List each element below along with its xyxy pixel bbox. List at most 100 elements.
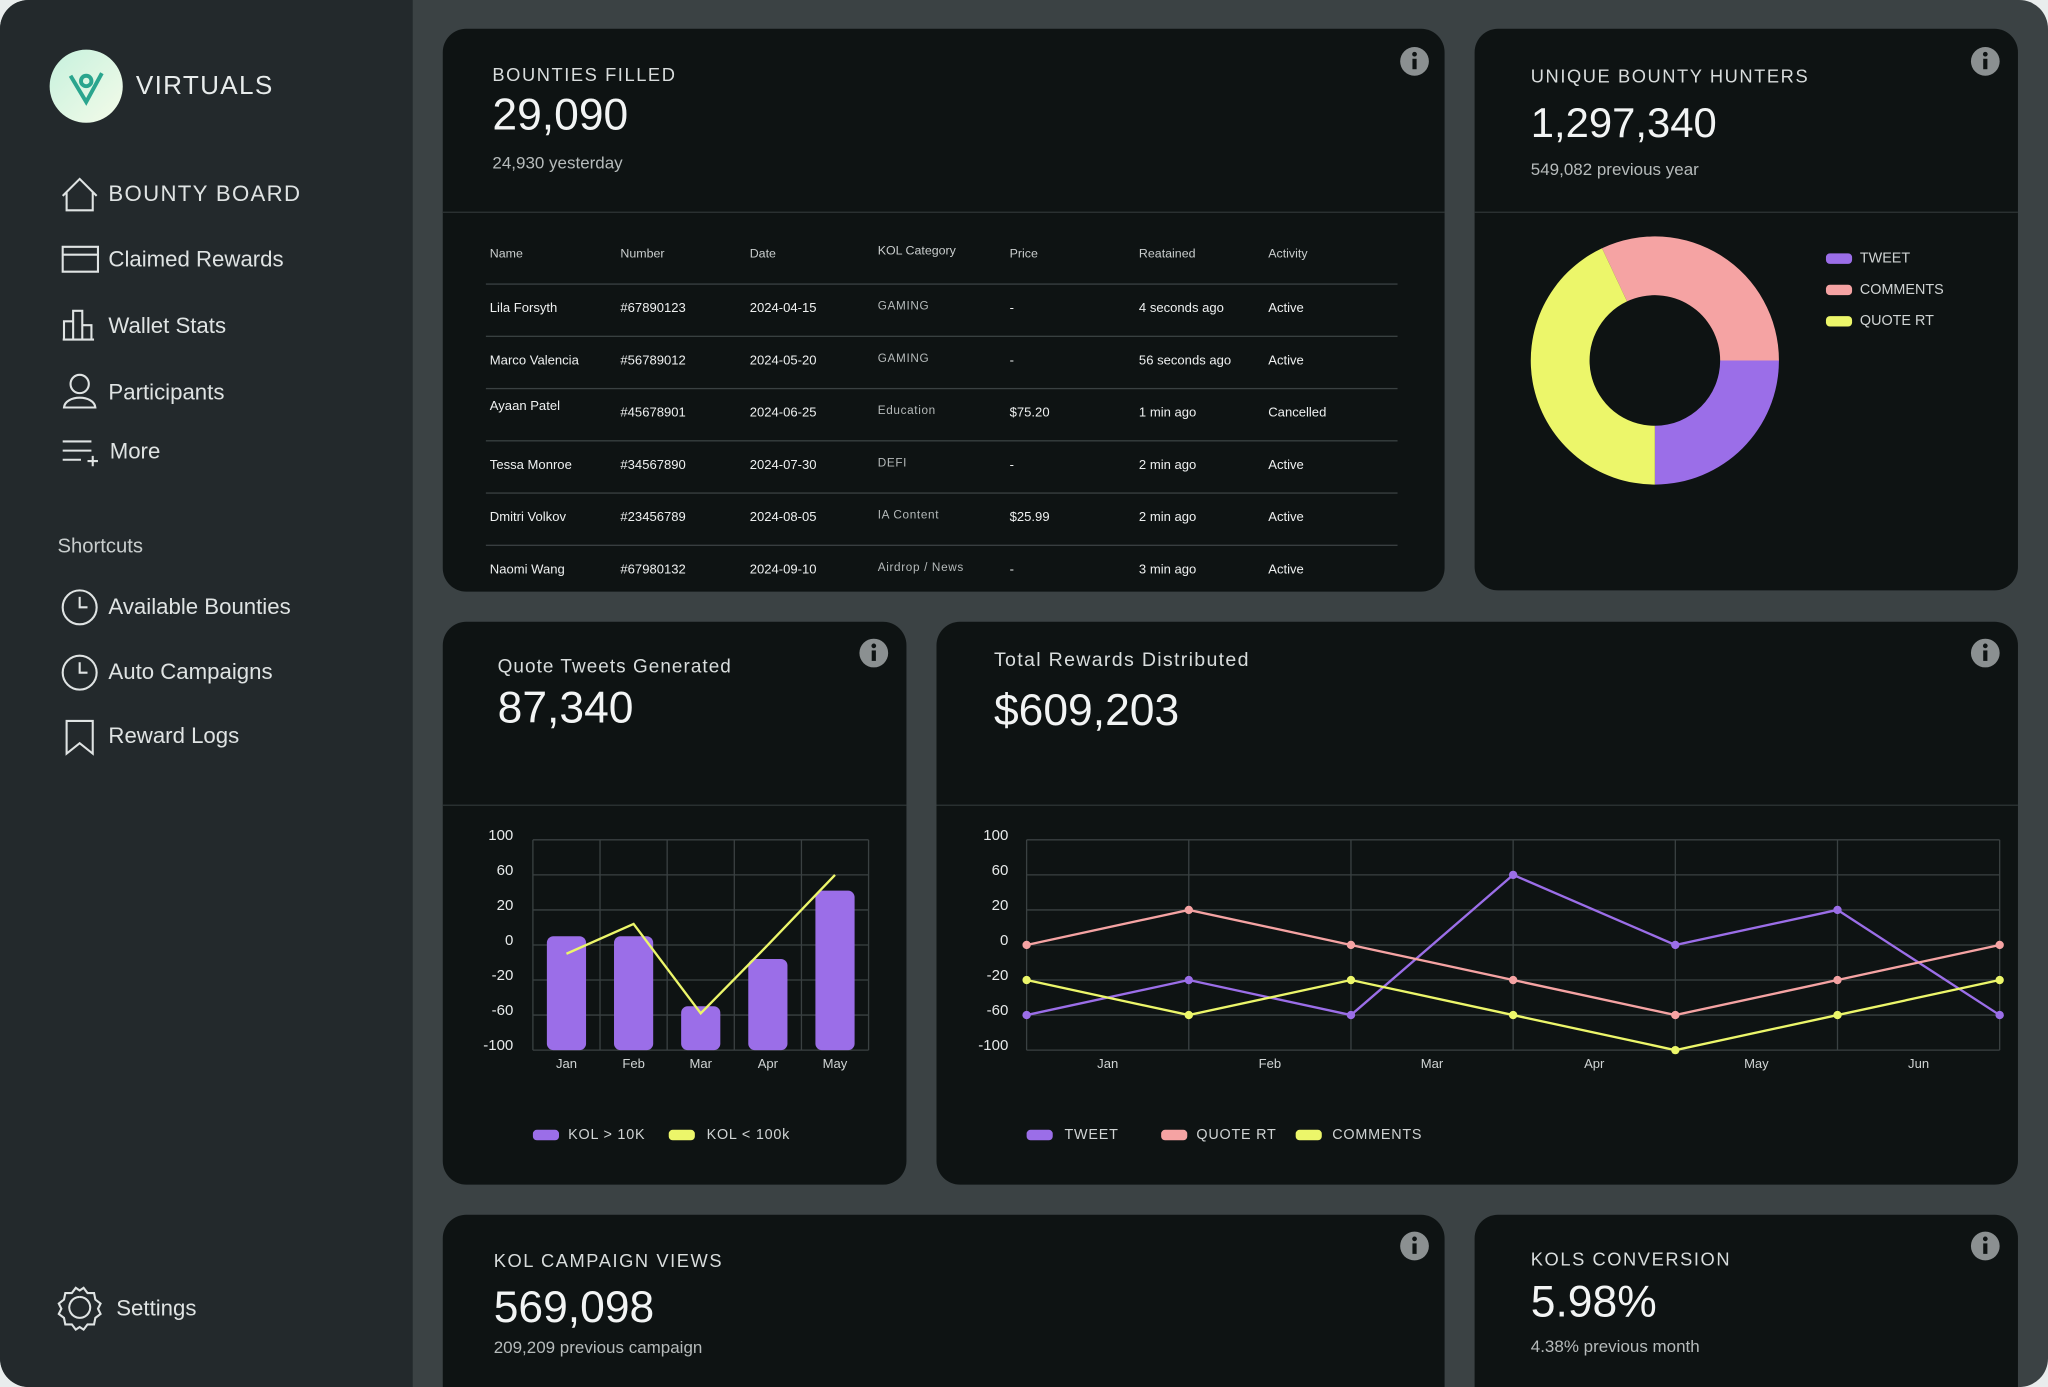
table-cell: 2 min ago xyxy=(1138,458,1197,473)
card xyxy=(1474,1214,2018,1387)
card-icon xyxy=(61,245,100,273)
row-divider xyxy=(485,492,1398,494)
card-sub: 24,930 yesterday xyxy=(492,152,623,173)
card-title: BOUNTIES FILLED xyxy=(492,63,677,85)
y-tick-label: -100 xyxy=(483,1037,513,1054)
table-cell: #56789012 xyxy=(620,353,686,369)
settings[interactable]: Settings xyxy=(116,1295,197,1321)
x-tick-label: Jan xyxy=(556,1056,577,1071)
card-title: Quote Tweets Generated xyxy=(497,656,732,678)
x-tick-label: Feb xyxy=(1259,1056,1281,1071)
card-value: 29,090 xyxy=(492,90,629,140)
card-value: 1,297,340 xyxy=(1530,99,1717,147)
table-cell: Cancelled xyxy=(1268,406,1327,421)
table-cell: Lila Forsyth xyxy=(489,301,558,317)
nav-item[interactable]: BOUNTY BOARD xyxy=(108,181,302,207)
bar xyxy=(546,936,587,1051)
pie-slice xyxy=(1654,360,1779,485)
table-cell: 2024-07-30 xyxy=(749,458,817,473)
info-icon[interactable] xyxy=(1400,1231,1429,1261)
legend-swatch xyxy=(1825,316,1853,327)
card-title: KOL CAMPAIGN VIEWS xyxy=(493,1249,724,1271)
card-sub: 549,082 previous year xyxy=(1530,159,1699,179)
y-tick-label: 60 xyxy=(497,862,514,879)
card-title: UNIQUE BOUNTY HUNTERS xyxy=(1530,65,1810,87)
point xyxy=(1346,1010,1356,1020)
section-title: Shortcuts xyxy=(57,535,143,558)
point xyxy=(1184,1010,1193,1020)
table-cell: 2024-08-05 xyxy=(749,510,817,526)
y-tick-label: -20 xyxy=(987,967,1009,984)
point xyxy=(1995,975,2004,985)
table-header: Reatained xyxy=(1138,246,1196,262)
home-icon xyxy=(61,177,98,212)
table-cell: 1 min ago xyxy=(1138,406,1197,421)
table-cell: Tessa Monroe xyxy=(489,458,572,473)
card-value: 87,340 xyxy=(497,683,634,733)
nav-item[interactable]: Participants xyxy=(108,380,225,405)
point xyxy=(1184,975,1193,985)
table-cell: #67980132 xyxy=(620,562,686,578)
shortcut[interactable]: Auto Campaigns xyxy=(108,659,273,685)
info-icon[interactable] xyxy=(1970,638,2000,668)
y-tick-label: -60 xyxy=(492,1002,514,1019)
nav-item[interactable]: Wallet Stats xyxy=(108,313,227,339)
row-divider xyxy=(485,440,1398,442)
info-icon[interactable] xyxy=(1970,1231,2000,1261)
table-cell: Airdrop / News xyxy=(877,560,964,574)
legend-swatch xyxy=(532,1129,560,1141)
shortcut[interactable]: Available Bounties xyxy=(108,594,291,620)
bookmark-icon xyxy=(65,719,94,756)
table-header: KOL Category xyxy=(877,244,956,259)
nav-item[interactable]: Claimed Rewards xyxy=(108,246,284,272)
pie-slice xyxy=(1530,248,1655,485)
point xyxy=(1671,1010,1680,1020)
table-cell: DEFI xyxy=(877,455,908,469)
info-icons xyxy=(859,47,2000,1261)
point xyxy=(1833,1010,1842,1020)
point xyxy=(1346,975,1356,985)
logo-mark xyxy=(68,72,104,106)
point xyxy=(1995,1010,2004,1020)
legend-swatch xyxy=(668,1129,695,1141)
legend-label: TWEET xyxy=(1860,250,1910,266)
table-cell: $75.20 xyxy=(1009,406,1050,421)
point xyxy=(1671,1045,1680,1055)
sidebar: VIRTUALS BOUNTY BOARD Claimed Rewards Wa… xyxy=(0,0,413,1387)
nav-item[interactable]: More xyxy=(109,438,161,464)
row-divider xyxy=(485,335,1398,337)
table-cell: - xyxy=(1009,562,1014,578)
table-cell: - xyxy=(1009,301,1014,317)
gear-icon xyxy=(57,1286,102,1332)
info-icon[interactable] xyxy=(859,638,889,668)
table-cell: 2024-09-10 xyxy=(749,562,817,578)
user-icon xyxy=(62,373,97,409)
legend-swatch xyxy=(1295,1129,1322,1141)
chart-icon xyxy=(62,309,95,341)
point xyxy=(1508,870,1518,880)
y-tick-label: -60 xyxy=(987,1002,1009,1019)
point xyxy=(1833,975,1842,985)
x-tick-label: Mar xyxy=(1421,1056,1444,1071)
table-cell: #23456789 xyxy=(620,510,686,526)
divider xyxy=(442,211,1445,213)
point xyxy=(1671,940,1680,950)
table-cell: 56 seconds ago xyxy=(1138,353,1232,369)
info-icon[interactable] xyxy=(1970,47,2000,76)
table-cell: 4 seconds ago xyxy=(1138,301,1224,317)
table-cell: IA Content xyxy=(877,508,940,522)
info-icon[interactable] xyxy=(1400,47,1429,76)
x-tick-label: Jan xyxy=(1097,1056,1118,1071)
divider xyxy=(936,804,2018,806)
shortcut[interactable]: Reward Logs xyxy=(108,723,240,749)
x-tick-label: May xyxy=(1744,1056,1769,1071)
legend-label: QUOTE RT xyxy=(1196,1127,1276,1143)
point xyxy=(1022,940,1031,950)
table-cell: 2024-05-20 xyxy=(749,353,817,369)
table-cell: #67890123 xyxy=(620,301,686,317)
divider xyxy=(442,804,907,806)
card-title: Total Rewards Distributed xyxy=(993,649,1250,672)
table-header: Name xyxy=(489,246,523,262)
